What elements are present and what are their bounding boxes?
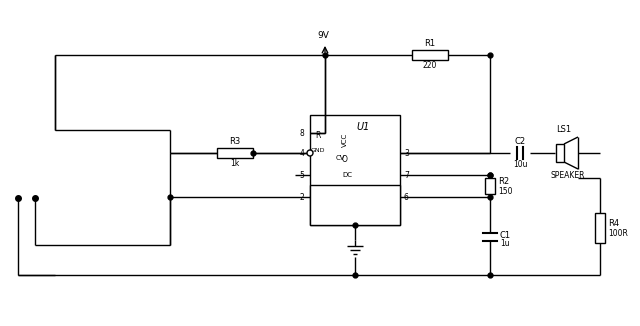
Text: 4: 4 bbox=[299, 149, 304, 157]
Circle shape bbox=[307, 150, 313, 156]
Text: 100R: 100R bbox=[608, 229, 628, 238]
Text: 9V: 9V bbox=[317, 31, 329, 40]
Text: 150: 150 bbox=[498, 186, 513, 196]
Bar bbox=[556, 144, 564, 162]
Text: R2: R2 bbox=[498, 177, 509, 186]
Text: 220: 220 bbox=[423, 61, 437, 70]
Text: 2: 2 bbox=[300, 192, 304, 201]
Text: 1u: 1u bbox=[500, 239, 509, 247]
Bar bbox=[485, 178, 495, 194]
Bar bbox=[310, 185, 400, 225]
Text: VCC: VCC bbox=[342, 133, 348, 147]
Text: TR: TR bbox=[333, 189, 342, 195]
Text: R4: R4 bbox=[608, 219, 619, 229]
Text: 8: 8 bbox=[300, 128, 304, 138]
Text: 3: 3 bbox=[404, 149, 409, 157]
Text: 6: 6 bbox=[404, 192, 409, 201]
Text: 1k: 1k bbox=[230, 159, 239, 168]
Text: LS1: LS1 bbox=[556, 125, 572, 134]
Text: 10u: 10u bbox=[513, 160, 527, 169]
Text: R3: R3 bbox=[229, 137, 241, 146]
Text: DC: DC bbox=[342, 172, 352, 178]
Text: GND: GND bbox=[311, 147, 325, 153]
Text: TH: TH bbox=[368, 189, 378, 195]
Text: C2: C2 bbox=[515, 137, 525, 146]
Text: CV: CV bbox=[335, 155, 345, 161]
Text: 555: 555 bbox=[347, 208, 363, 216]
Text: O: O bbox=[342, 156, 348, 165]
Text: U1: U1 bbox=[356, 122, 370, 132]
Text: SPEAKER: SPEAKER bbox=[551, 171, 585, 180]
Bar bbox=[595, 213, 605, 243]
Bar bbox=[217, 148, 253, 158]
Bar bbox=[310, 115, 400, 225]
Text: R1: R1 bbox=[424, 39, 436, 48]
Text: 7: 7 bbox=[404, 170, 409, 180]
Bar bbox=[412, 50, 448, 60]
Text: R: R bbox=[316, 130, 321, 140]
Text: C1: C1 bbox=[500, 230, 511, 240]
Text: 5: 5 bbox=[299, 170, 304, 180]
